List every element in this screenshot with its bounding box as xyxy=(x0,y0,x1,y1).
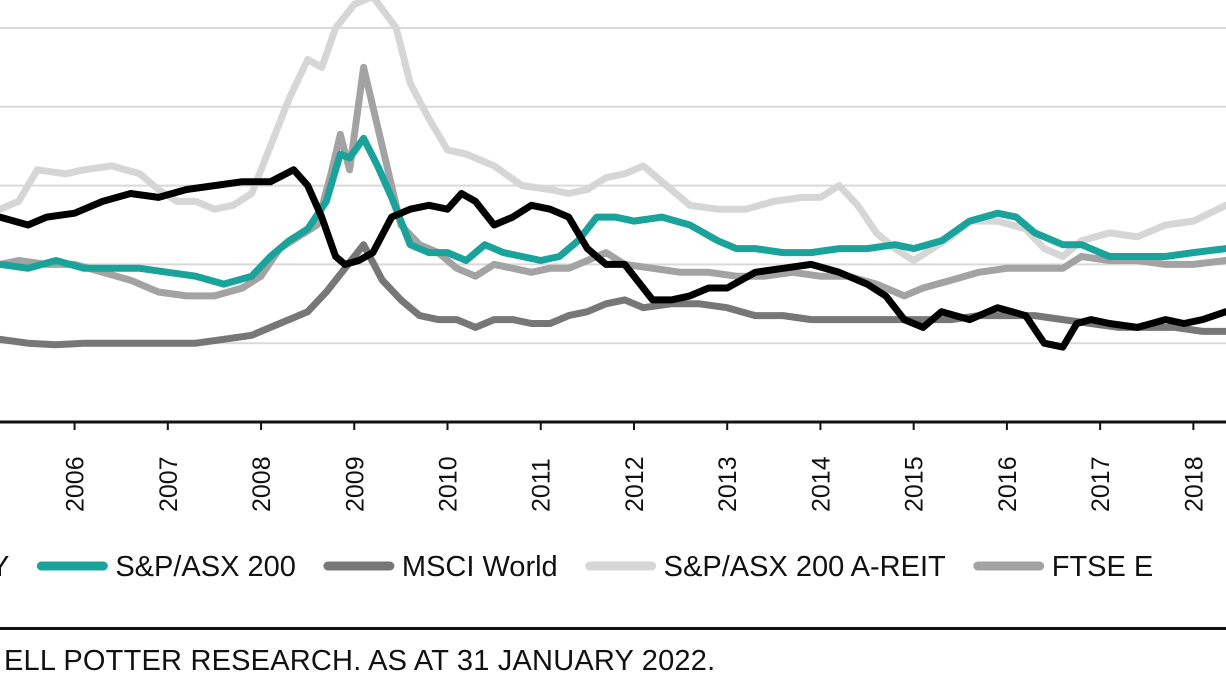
series-line-ftse-e xyxy=(0,63,1226,300)
x-tick-label: 2011 xyxy=(528,458,556,512)
legend-label: S&P/ASX 200 xyxy=(115,551,296,583)
legend-label: S&P/ASX 200 A-REIT xyxy=(664,551,946,583)
x-tick-label: 2018 xyxy=(1180,456,1208,512)
legend-label: MSCI World xyxy=(402,551,558,583)
series-lines xyxy=(0,0,1226,351)
x-tick-label: 2012 xyxy=(621,456,649,512)
series-line-msci-world xyxy=(0,241,1226,349)
series-line-s-p-asx-200-a-reit xyxy=(0,0,1226,264)
x-tick-label: 2015 xyxy=(901,456,929,512)
source-note: ELL POTTER RESEARCH. AS AT 31 JANUARY 20… xyxy=(4,645,716,677)
series-line-series-1 xyxy=(0,166,1226,351)
x-axis: 2006 2007 2008 2009 2010 2011 2012 2013 2014 2015… xyxy=(62,422,1208,512)
x-tick-label: 2014 xyxy=(807,456,835,512)
x-tick-label: 2010 xyxy=(435,456,463,512)
x-tick-label: 2006 xyxy=(62,456,90,512)
legend-label: FTSE E xyxy=(1052,551,1154,583)
x-tick-label: 2013 xyxy=(714,456,742,512)
x-tick-label: 2007 xyxy=(155,456,183,512)
x-tick-label: 2008 xyxy=(248,456,276,512)
x-tick-label: 2017 xyxy=(1087,456,1115,512)
legend-label: Y xyxy=(0,551,9,583)
legend: Y S&P/ASX 200 MSCI World S&P/ASX 200 A-REIT… xyxy=(0,551,1153,583)
source-divider xyxy=(0,627,1226,630)
x-tick-label: 2009 xyxy=(341,456,369,512)
x-tick-label: 2016 xyxy=(994,456,1022,512)
series-line-s-p-asx-200 xyxy=(0,134,1226,288)
